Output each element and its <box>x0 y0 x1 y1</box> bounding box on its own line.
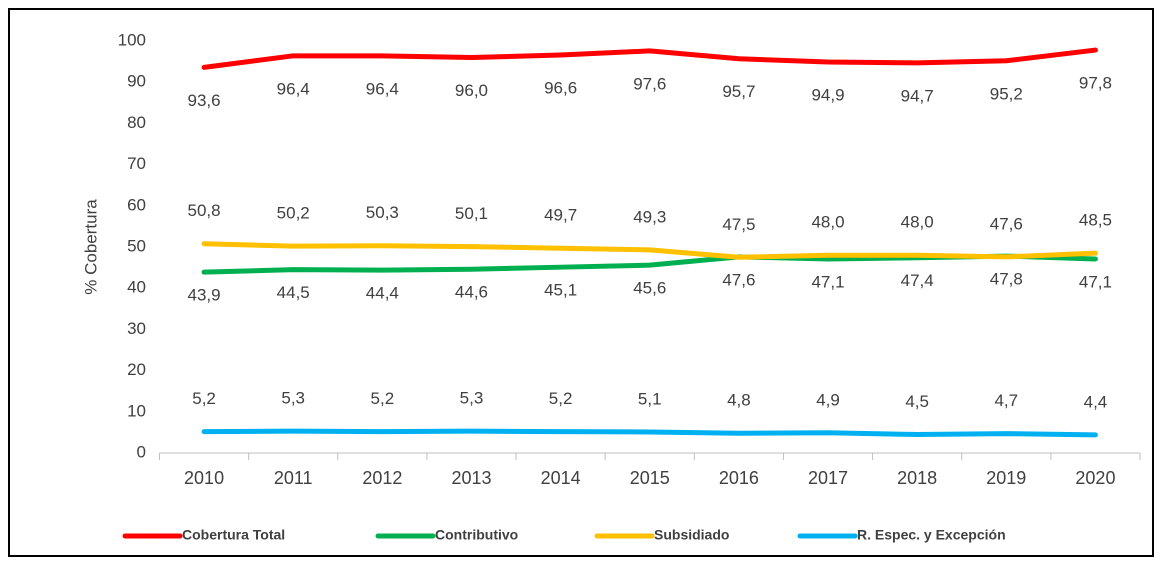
data-label: 4,4 <box>1084 392 1108 411</box>
data-label: 44,4 <box>366 284 399 303</box>
series-line <box>201 47 1098 70</box>
data-label: 93,6 <box>188 91 221 110</box>
y-tick-label: 80 <box>127 113 146 132</box>
legend-label: Contributivo <box>435 527 518 543</box>
data-label: 94,9 <box>811 85 844 104</box>
x-tick-label: 2018 <box>897 468 937 488</box>
x-tick-label: 2014 <box>541 468 581 488</box>
data-label: 95,7 <box>722 82 755 101</box>
x-tick-label: 2020 <box>1075 468 1115 488</box>
data-label: 47,6 <box>990 214 1023 233</box>
y-tick-label: 100 <box>118 30 146 49</box>
series-line <box>201 428 1098 438</box>
data-label: 48,0 <box>901 213 934 232</box>
data-label: 47,4 <box>901 271 934 290</box>
data-label: 97,6 <box>633 74 666 93</box>
data-label: 5,2 <box>371 389 395 408</box>
data-label: 96,4 <box>277 79 310 98</box>
chart-border <box>8 8 1154 557</box>
x-tick-label: 2011 <box>274 468 313 488</box>
x-tick-label: 2019 <box>986 468 1026 488</box>
data-label: 43,9 <box>188 286 221 305</box>
y-tick-label: 90 <box>127 72 146 91</box>
data-label: 45,1 <box>544 281 577 300</box>
data-label: 94,7 <box>901 86 934 105</box>
x-tick-label: 2017 <box>808 468 848 488</box>
data-label: 4,8 <box>727 391 751 410</box>
data-label: 97,8 <box>1079 74 1112 93</box>
x-tick-label: 2010 <box>184 468 224 488</box>
x-tick-label: 2015 <box>630 468 670 488</box>
y-tick-label: 30 <box>127 319 146 338</box>
y-tick-label: 10 <box>127 401 146 420</box>
y-tick-label: 60 <box>127 195 146 214</box>
legend-label: Cobertura Total <box>182 527 285 543</box>
y-tick-label: 20 <box>127 360 146 379</box>
data-label: 50,2 <box>277 204 310 223</box>
data-label: 4,7 <box>994 391 1018 410</box>
y-tick-label: 50 <box>127 236 146 255</box>
data-label: 5,1 <box>638 389 662 408</box>
data-label: 50,3 <box>366 203 399 222</box>
data-label: 47,6 <box>722 270 755 289</box>
data-label: 47,5 <box>722 215 755 234</box>
data-label: 5,3 <box>281 389 305 408</box>
data-label: 5,3 <box>460 389 484 408</box>
data-label: 48,5 <box>1079 211 1112 230</box>
data-label: 50,8 <box>188 201 221 220</box>
data-label: 4,9 <box>816 390 840 409</box>
data-label: 47,8 <box>990 270 1023 289</box>
data-label: 96,4 <box>366 79 399 98</box>
x-tick-label: 2016 <box>719 468 759 488</box>
data-label: 44,6 <box>455 283 488 302</box>
y-tick-label: 40 <box>127 278 146 297</box>
series-line <box>201 241 1098 260</box>
data-label: 4,5 <box>905 392 929 411</box>
y-tick-label: 70 <box>127 154 146 173</box>
data-label: 95,2 <box>990 84 1023 103</box>
data-label: 5,2 <box>192 389 216 408</box>
data-label: 49,7 <box>544 206 577 225</box>
data-label: 49,3 <box>633 207 666 226</box>
legend-label: Subsidiado <box>654 527 729 543</box>
data-label: 96,6 <box>544 78 577 97</box>
data-label: 5,2 <box>549 389 573 408</box>
legend-label: R. Espec. y Excepción <box>857 527 1006 543</box>
data-label: 96,0 <box>455 81 488 100</box>
data-label: 44,5 <box>277 283 310 302</box>
data-label: 47,1 <box>811 272 844 291</box>
data-label: 45,6 <box>633 279 666 298</box>
y-tick-label: 0 <box>137 442 146 461</box>
y-axis-label: % Cobertura <box>81 199 100 295</box>
data-label: 50,1 <box>455 204 488 223</box>
data-label: 47,1 <box>1079 272 1112 291</box>
data-label: 48,0 <box>811 213 844 232</box>
x-tick-label: 2013 <box>451 468 491 488</box>
x-tick-label: 2012 <box>362 468 402 488</box>
